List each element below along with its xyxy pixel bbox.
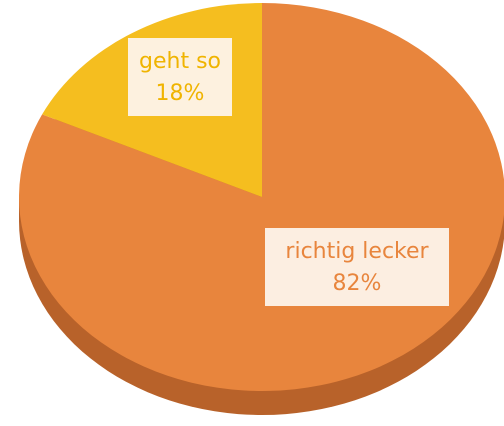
category-label: geht so xyxy=(139,49,221,74)
label-box xyxy=(128,38,232,116)
label-box xyxy=(265,228,449,306)
value-label: 82% xyxy=(333,271,382,296)
labels: richtig lecker 82% geht so 18% xyxy=(128,38,449,306)
pie xyxy=(19,3,504,391)
value-label: 18% xyxy=(156,81,205,106)
category-label: richtig lecker xyxy=(285,239,429,264)
